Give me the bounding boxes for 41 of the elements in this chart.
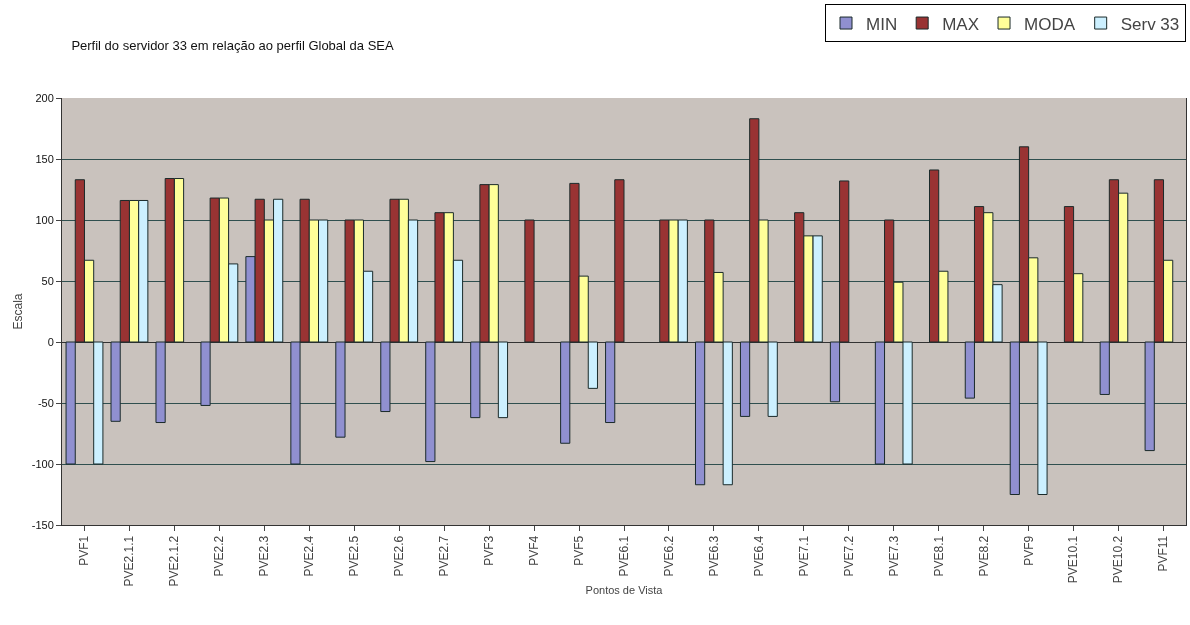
x-tick-label: PVE6.1 (616, 535, 631, 577)
y-tick-label: 100 (35, 213, 54, 226)
y-tick-label: -50 (37, 396, 54, 409)
x-tick-label: PVF4 (526, 535, 541, 566)
x-axis-title: Pontos de Vista (585, 583, 664, 596)
x-tick-label: PVE2.2 (212, 535, 227, 577)
y-axis-title: Escala (11, 293, 26, 330)
x-tick-label: PVE10.2 (1111, 535, 1126, 584)
y-tick-label: 150 (35, 152, 54, 165)
x-tick-label: PVE2.3 (257, 535, 272, 577)
chart-title: Perfil do servidor 33 em relação ao perfil Global da SEA (71, 37, 395, 53)
x-tick-label: PVE2.7 (437, 535, 452, 577)
x-tick-label: PVF5 (571, 535, 586, 566)
y-tick-label: 0 (47, 335, 54, 348)
bar (524, 219, 535, 343)
x-tick-label: PVE6.3 (706, 535, 721, 577)
legend-label: Serv 33 (1120, 14, 1180, 34)
legend-label: MIN (866, 14, 898, 34)
y-tick-label: 200 (35, 91, 54, 104)
x-tick-label: PVE6.4 (751, 535, 766, 577)
x-tick-label: PVE7.3 (886, 535, 901, 577)
x-tick-label: PVE2.6 (392, 535, 407, 577)
x-tick-label: PVE6.2 (661, 535, 676, 577)
x-tick-label: PVE2.4 (302, 535, 317, 577)
x-tick-label: PVE7.1 (796, 535, 811, 577)
y-tick-label: 50 (41, 274, 54, 287)
x-tick-label: PVE8.2 (976, 535, 991, 577)
x-tick-label: PVE10.1 (1066, 535, 1081, 584)
x-tick-label: PVE2.1.2 (167, 535, 182, 587)
x-tick-label: PVF1 (77, 535, 92, 566)
x-tick-label: PVE8.1 (931, 535, 946, 577)
legend-label: MODA (1024, 14, 1076, 34)
x-tick-label: PVF3 (482, 535, 497, 566)
x-tick-label: PVE2.5 (347, 535, 362, 577)
y-tick-label: -150 (31, 518, 54, 531)
x-tick-label: PVE2.1.1 (122, 535, 137, 587)
y-tick-label: -100 (31, 457, 54, 470)
x-tick-label: PVF9 (1021, 535, 1036, 566)
x-tick-label: PVE7.2 (841, 535, 856, 577)
legend-label: MAX (942, 14, 980, 34)
x-tick-label: PVF11 (1156, 535, 1171, 572)
